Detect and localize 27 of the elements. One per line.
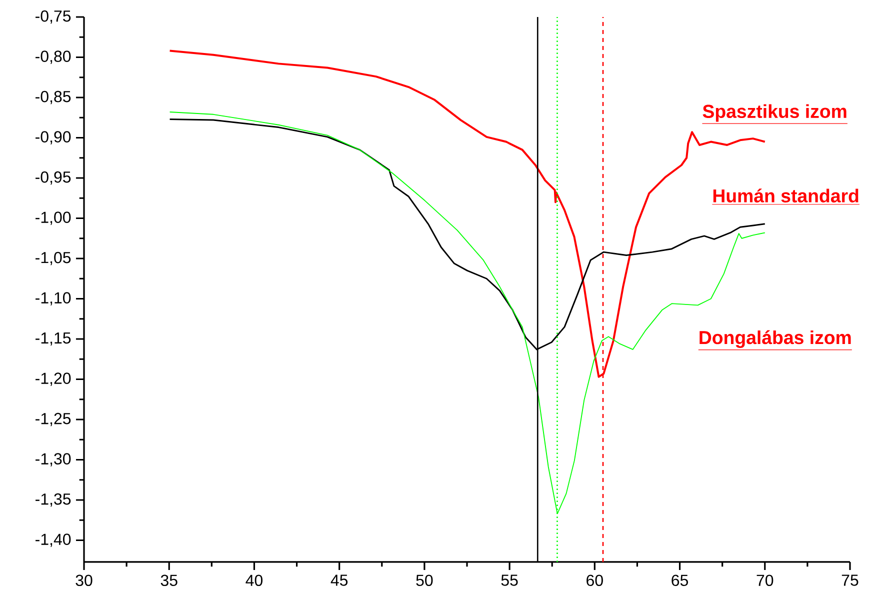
x-tick-label: 40 <box>246 574 263 586</box>
y-tick-label: -0,90 <box>36 131 71 144</box>
x-tick-label: 50 <box>416 574 433 586</box>
x-tick-label: 65 <box>672 574 688 586</box>
x-tick-label: 60 <box>586 574 603 586</box>
y-tick-label: -1,40 <box>36 534 71 547</box>
annotation: Dongalábas izom <box>700 330 851 348</box>
y-tick-label: -0,80 <box>36 50 71 64</box>
x-tick-label: 35 <box>160 574 178 586</box>
y-tick-label: -0,75 <box>36 10 71 24</box>
y-tick-label: -1,00 <box>36 212 71 225</box>
annotation: Spasztikus izom <box>702 104 846 122</box>
annotation: Humán standard <box>713 188 858 202</box>
y-tick-label: -1,20 <box>36 372 71 386</box>
y-tick-label: -1,25 <box>36 412 71 426</box>
y-tick-label: -1,35 <box>36 493 71 507</box>
x-tick-label: 45 <box>330 574 348 586</box>
y-tick-label: -1,15 <box>36 332 71 346</box>
y-tick-label: -1,10 <box>36 292 71 306</box>
x-tick-label: 30 <box>76 574 92 586</box>
y-tick-label: -0,95 <box>36 171 71 185</box>
y-tick-label: -1,30 <box>36 453 71 466</box>
y-tick-label: -0,85 <box>36 90 71 104</box>
y-tick-label: -1,05 <box>36 252 71 266</box>
x-tick-label: 75 <box>842 574 858 586</box>
x-tick-label: 70 <box>756 574 774 586</box>
x-tick-label: 55 <box>501 574 518 586</box>
